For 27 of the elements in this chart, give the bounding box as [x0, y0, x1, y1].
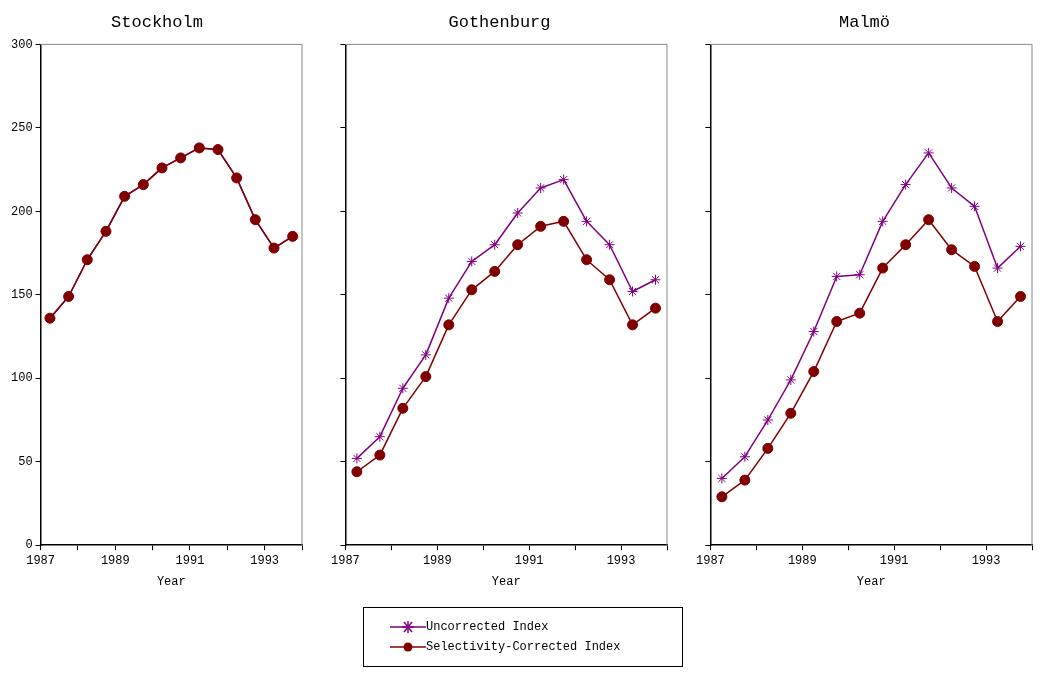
x-axis-title: Year	[856, 574, 886, 589]
chart-title: Gothenburg	[448, 12, 551, 32]
x-axis-title: Year	[491, 574, 521, 589]
x-tick-label: 1989	[787, 553, 817, 568]
y-tick-label: 250	[10, 121, 33, 136]
chart-title: Malmö	[838, 12, 891, 32]
x-tick-label: 1987	[331, 553, 360, 568]
x-tick-label: 1991	[879, 553, 909, 568]
y-tick-label: 200	[10, 204, 33, 219]
y-tick-label: 100	[10, 371, 33, 386]
x-tick-label: 1993	[971, 553, 1001, 568]
x-tick-label: 1991	[175, 553, 205, 568]
x-tick-label: 1991	[514, 553, 544, 568]
x-tick-label: 1987	[696, 553, 725, 568]
y-tick-label: 0	[25, 538, 33, 553]
legend-label: Uncorrected Index	[426, 620, 549, 635]
x-tick-label: 1989	[100, 553, 130, 568]
x-tick-label: 1993	[606, 553, 636, 568]
x-tick-label: 1993	[250, 553, 280, 568]
legend-label: Selectivity-Corrected Index	[426, 640, 621, 655]
x-tick-label: 1987	[26, 553, 56, 568]
y-tick-label: 150	[10, 287, 33, 302]
y-tick-label: 50	[18, 454, 33, 469]
x-tick-label: 1989	[422, 553, 452, 568]
y-tick-label: 300	[10, 37, 33, 52]
chart-title: Stockholm	[111, 12, 203, 32]
x-axis-title: Year	[156, 574, 186, 589]
